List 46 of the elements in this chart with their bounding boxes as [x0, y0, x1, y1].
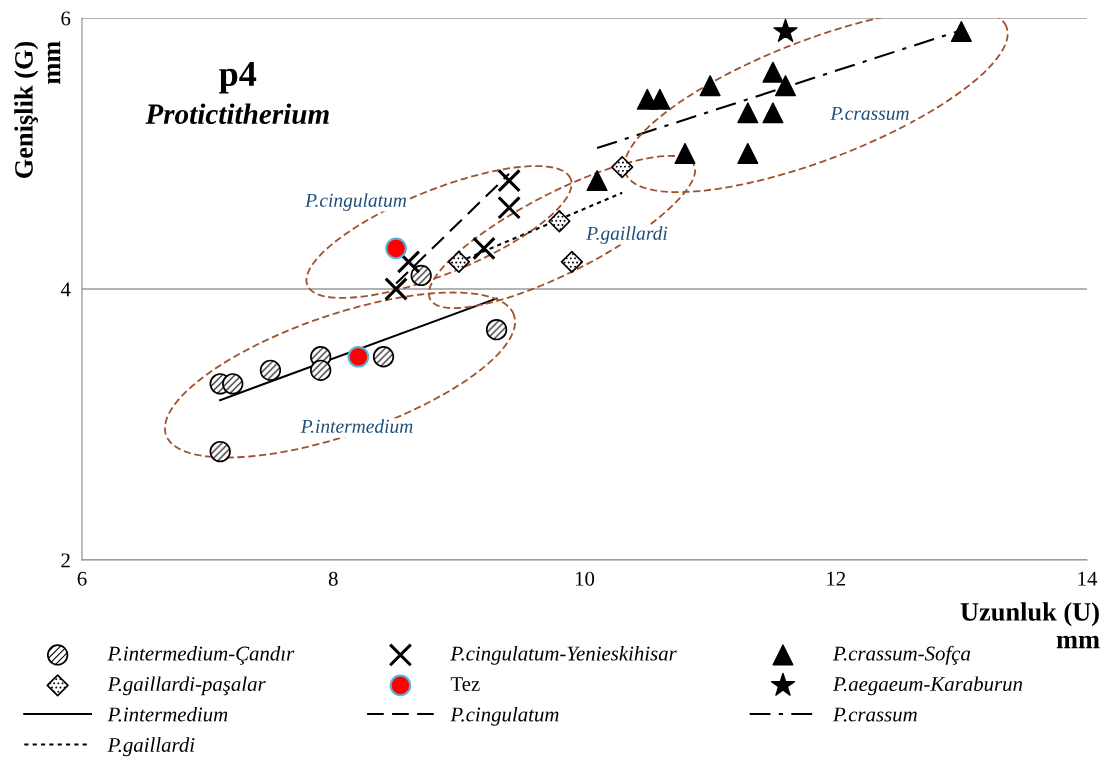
legend-label: P.gaillardi	[107, 737, 195, 757]
point	[649, 88, 671, 110]
point	[762, 61, 784, 83]
annotation: P.gaillardi	[586, 226, 668, 244]
y-tick-label: 6	[61, 11, 71, 26]
point	[384, 277, 408, 301]
point	[385, 237, 407, 260]
legend-label: P.gaillardi-paşalar	[107, 676, 266, 696]
text: p4	[219, 61, 257, 94]
annotation: P.cingulatum	[305, 193, 407, 211]
annotation: P.crassum	[830, 106, 909, 120]
point	[586, 170, 608, 192]
legend-label: P.cingulatum	[450, 706, 559, 726]
legend-label: P.intermedium-Çandır	[107, 645, 295, 665]
point	[773, 18, 798, 42]
x-tick-label: 6	[77, 571, 87, 586]
point	[472, 236, 496, 261]
point	[737, 142, 759, 165]
point	[674, 142, 696, 165]
point	[347, 345, 370, 368]
x-tick-label: 8	[328, 571, 338, 586]
x-tick-label: 12	[827, 571, 846, 586]
point	[611, 155, 634, 179]
point	[497, 168, 521, 193]
legend-label: P.crassum	[832, 707, 917, 722]
point	[396, 250, 421, 274]
point	[447, 250, 471, 274]
point	[560, 250, 584, 274]
x-tick-label: 10	[575, 571, 595, 586]
y-tick-label: 2	[61, 553, 70, 568]
legend-label: Tez	[450, 677, 480, 692]
point	[548, 210, 571, 233]
legend-label: P.intermedium	[107, 706, 228, 722]
point	[774, 75, 797, 97]
text: Protictitherium	[145, 103, 329, 125]
point	[737, 102, 759, 124]
point	[699, 75, 721, 97]
y-axis-title: Genişlik (G) mm	[14, 41, 61, 178]
legend-label: P.aegaeum-Karaburun	[832, 676, 1023, 696]
annotation: P.intermedium	[300, 419, 413, 433]
point	[497, 195, 521, 220]
y-tick-label: 4	[60, 282, 71, 297]
point	[762, 102, 784, 124]
legend-label: P.cingulatum-Yenieskihisar	[450, 645, 677, 665]
x-tick-label: 14	[1078, 571, 1098, 586]
point	[950, 21, 972, 43]
